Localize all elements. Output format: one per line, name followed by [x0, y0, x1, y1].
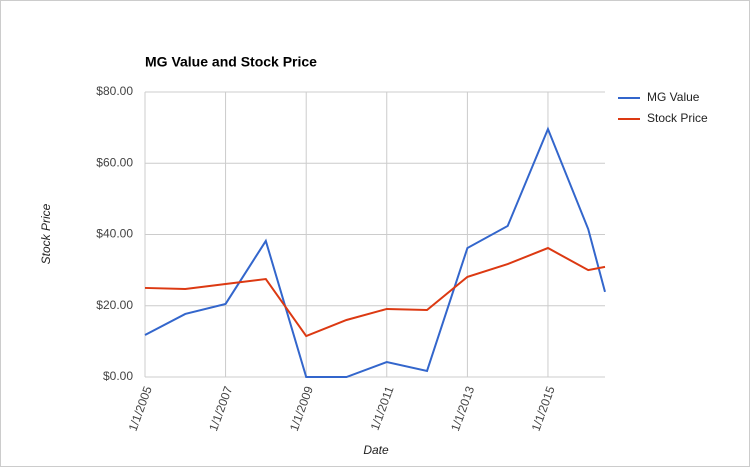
y-tick-label: $80.00	[96, 84, 133, 98]
y-tick-label: $20.00	[96, 298, 133, 312]
line	[144, 246, 606, 338]
y-tick-label: $40.00	[96, 227, 133, 241]
y-tick-label: $0.00	[103, 369, 133, 383]
legend-label: Stock Price	[647, 111, 708, 125]
chart-title: MG Value and Stock Price	[145, 54, 317, 70]
y-axis-label: Stock Price	[39, 203, 53, 264]
legend-label: MG Value	[647, 90, 700, 104]
y-tick-label: $60.00	[96, 155, 133, 169]
line	[144, 126, 606, 378]
x-axis-label: Date	[363, 443, 389, 457]
